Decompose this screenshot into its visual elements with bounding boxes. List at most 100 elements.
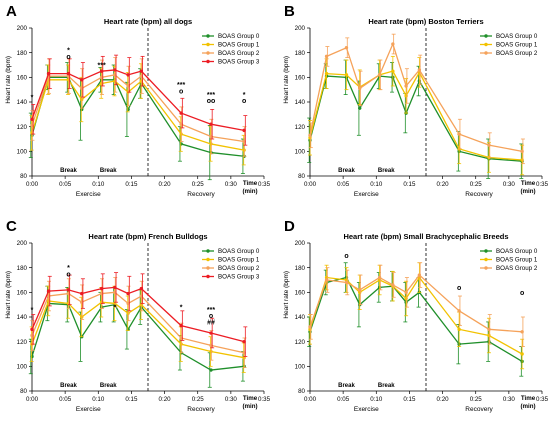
chart-title: Heart rate (bpm) Small Brachycephalic Br…: [343, 232, 508, 241]
legend-label: BOAS Group 0: [218, 248, 260, 255]
data-point: [139, 69, 144, 73]
data-point: [308, 325, 312, 329]
data-point: [358, 106, 362, 110]
data-point: [520, 352, 524, 356]
x-tick-label: 0:30: [225, 396, 238, 403]
series-boas-group-2: [308, 33, 525, 165]
legend-swatch-marker: [206, 274, 210, 279]
x-axis-label-line: Time: [521, 180, 536, 187]
panel-letter: C: [6, 218, 17, 235]
legend-swatch-marker: [484, 51, 488, 55]
data-point: [404, 84, 408, 88]
series-line: [309, 70, 523, 161]
x-tick-label: 0:35: [258, 181, 271, 188]
data-point: [457, 309, 461, 313]
y-tick-label: 160: [295, 75, 306, 82]
data-point: [377, 73, 382, 77]
data-point: [457, 132, 461, 136]
significance-marker: *: [67, 48, 70, 55]
series-boas-group-2: [308, 262, 525, 348]
x-tick-label: 0:00: [304, 181, 317, 188]
x-axis-label: Time (min): [242, 180, 257, 195]
significance-marker: *: [113, 305, 116, 312]
legend-swatch-marker: [206, 249, 210, 253]
x-tick-label: 0:05: [59, 396, 72, 403]
significance-marker: ***: [98, 62, 106, 69]
series-boas-group-0: [28, 285, 246, 388]
x-tick-label: 0:25: [192, 181, 205, 188]
series-line: [309, 276, 523, 362]
x-tick-label: 0:35: [536, 181, 549, 188]
data-point: [126, 73, 130, 77]
x-tick-label: 0:25: [470, 396, 483, 403]
significance-marker: o: [344, 253, 348, 260]
data-point: [66, 71, 71, 76]
legend-swatch-marker: [484, 34, 488, 38]
x-tick-label: 0:30: [225, 181, 238, 188]
x-tick-label: 0:05: [337, 396, 350, 403]
legend-swatch-marker: [206, 51, 210, 55]
x-axis-label-line: (min): [242, 403, 257, 410]
legend-swatch-marker: [484, 249, 488, 253]
legend-label: BOAS Group 3: [218, 274, 260, 281]
significance-marker: ***: [177, 82, 185, 89]
data-point: [417, 68, 422, 72]
data-point: [520, 149, 524, 154]
break-label: Break: [378, 168, 395, 174]
data-point: [179, 111, 183, 115]
data-point: [487, 327, 491, 332]
significance-marker: oo: [207, 98, 216, 105]
x-tick-label: 0:10: [370, 181, 383, 188]
x-tick-label: 0:20: [159, 181, 172, 188]
x-axis-label-line: Time: [243, 395, 258, 402]
significance-marker: o: [66, 271, 70, 278]
legend-swatch-marker: [484, 42, 488, 47]
data-point: [520, 330, 524, 334]
series-boas-group-2: [30, 277, 247, 368]
series-boas-group-0: [307, 59, 524, 179]
panel-letter: A: [6, 3, 17, 20]
y-tick-label: 100: [295, 364, 306, 371]
break-label: Break: [100, 383, 117, 389]
data-point: [417, 273, 422, 277]
legend-swatch-marker: [206, 266, 210, 270]
data-point: [324, 71, 329, 76]
x-tick-label: 0:05: [59, 181, 72, 188]
phase-label-recovery: Recovery: [187, 191, 215, 198]
significance-marker: ##: [207, 319, 215, 326]
significance-marker: o: [179, 88, 183, 95]
legend-label: BOAS Group 1: [218, 257, 260, 264]
legend-label: BOAS Group 0: [496, 248, 538, 255]
x-tick-label: 0:15: [403, 181, 416, 188]
data-point: [377, 275, 382, 280]
data-point: [457, 327, 461, 332]
y-tick-label: 80: [298, 388, 305, 395]
phase-label-exercise: Exercise: [354, 406, 379, 413]
phase-label-recovery: Recovery: [187, 406, 215, 413]
data-point: [46, 71, 51, 76]
y-tick-label: 80: [20, 173, 27, 180]
y-tick-label: 80: [20, 388, 27, 395]
data-point: [344, 46, 349, 50]
x-tick-label: 0:10: [92, 181, 105, 188]
data-point: [391, 69, 395, 73]
legend-label: BOAS Group 2: [496, 265, 538, 272]
legend-label: BOAS Group 2: [218, 265, 260, 272]
significance-marker: *: [31, 307, 34, 314]
series-boas-group-1: [29, 285, 246, 373]
legend-swatch-marker: [484, 266, 488, 270]
x-tick-label: 0:25: [192, 396, 205, 403]
phase-label-recovery: Recovery: [465, 191, 493, 198]
data-point: [113, 68, 117, 72]
y-tick-label: 180: [295, 265, 306, 272]
legend-label: BOAS Group 0: [218, 33, 260, 40]
x-tick-label: 0:35: [258, 396, 271, 403]
break-label: Break: [378, 383, 395, 389]
x-tick-label: 0:15: [125, 181, 138, 188]
legend-label: BOAS Group 3: [218, 59, 260, 66]
legend-label: BOAS Group 1: [496, 42, 538, 49]
significance-marker: *: [67, 265, 70, 272]
data-point: [99, 286, 104, 291]
x-axis-label-line: Time: [243, 180, 258, 187]
panel-b: B Heart rate (bpm) Boston Terriers 80 100 12…: [283, 3, 549, 198]
